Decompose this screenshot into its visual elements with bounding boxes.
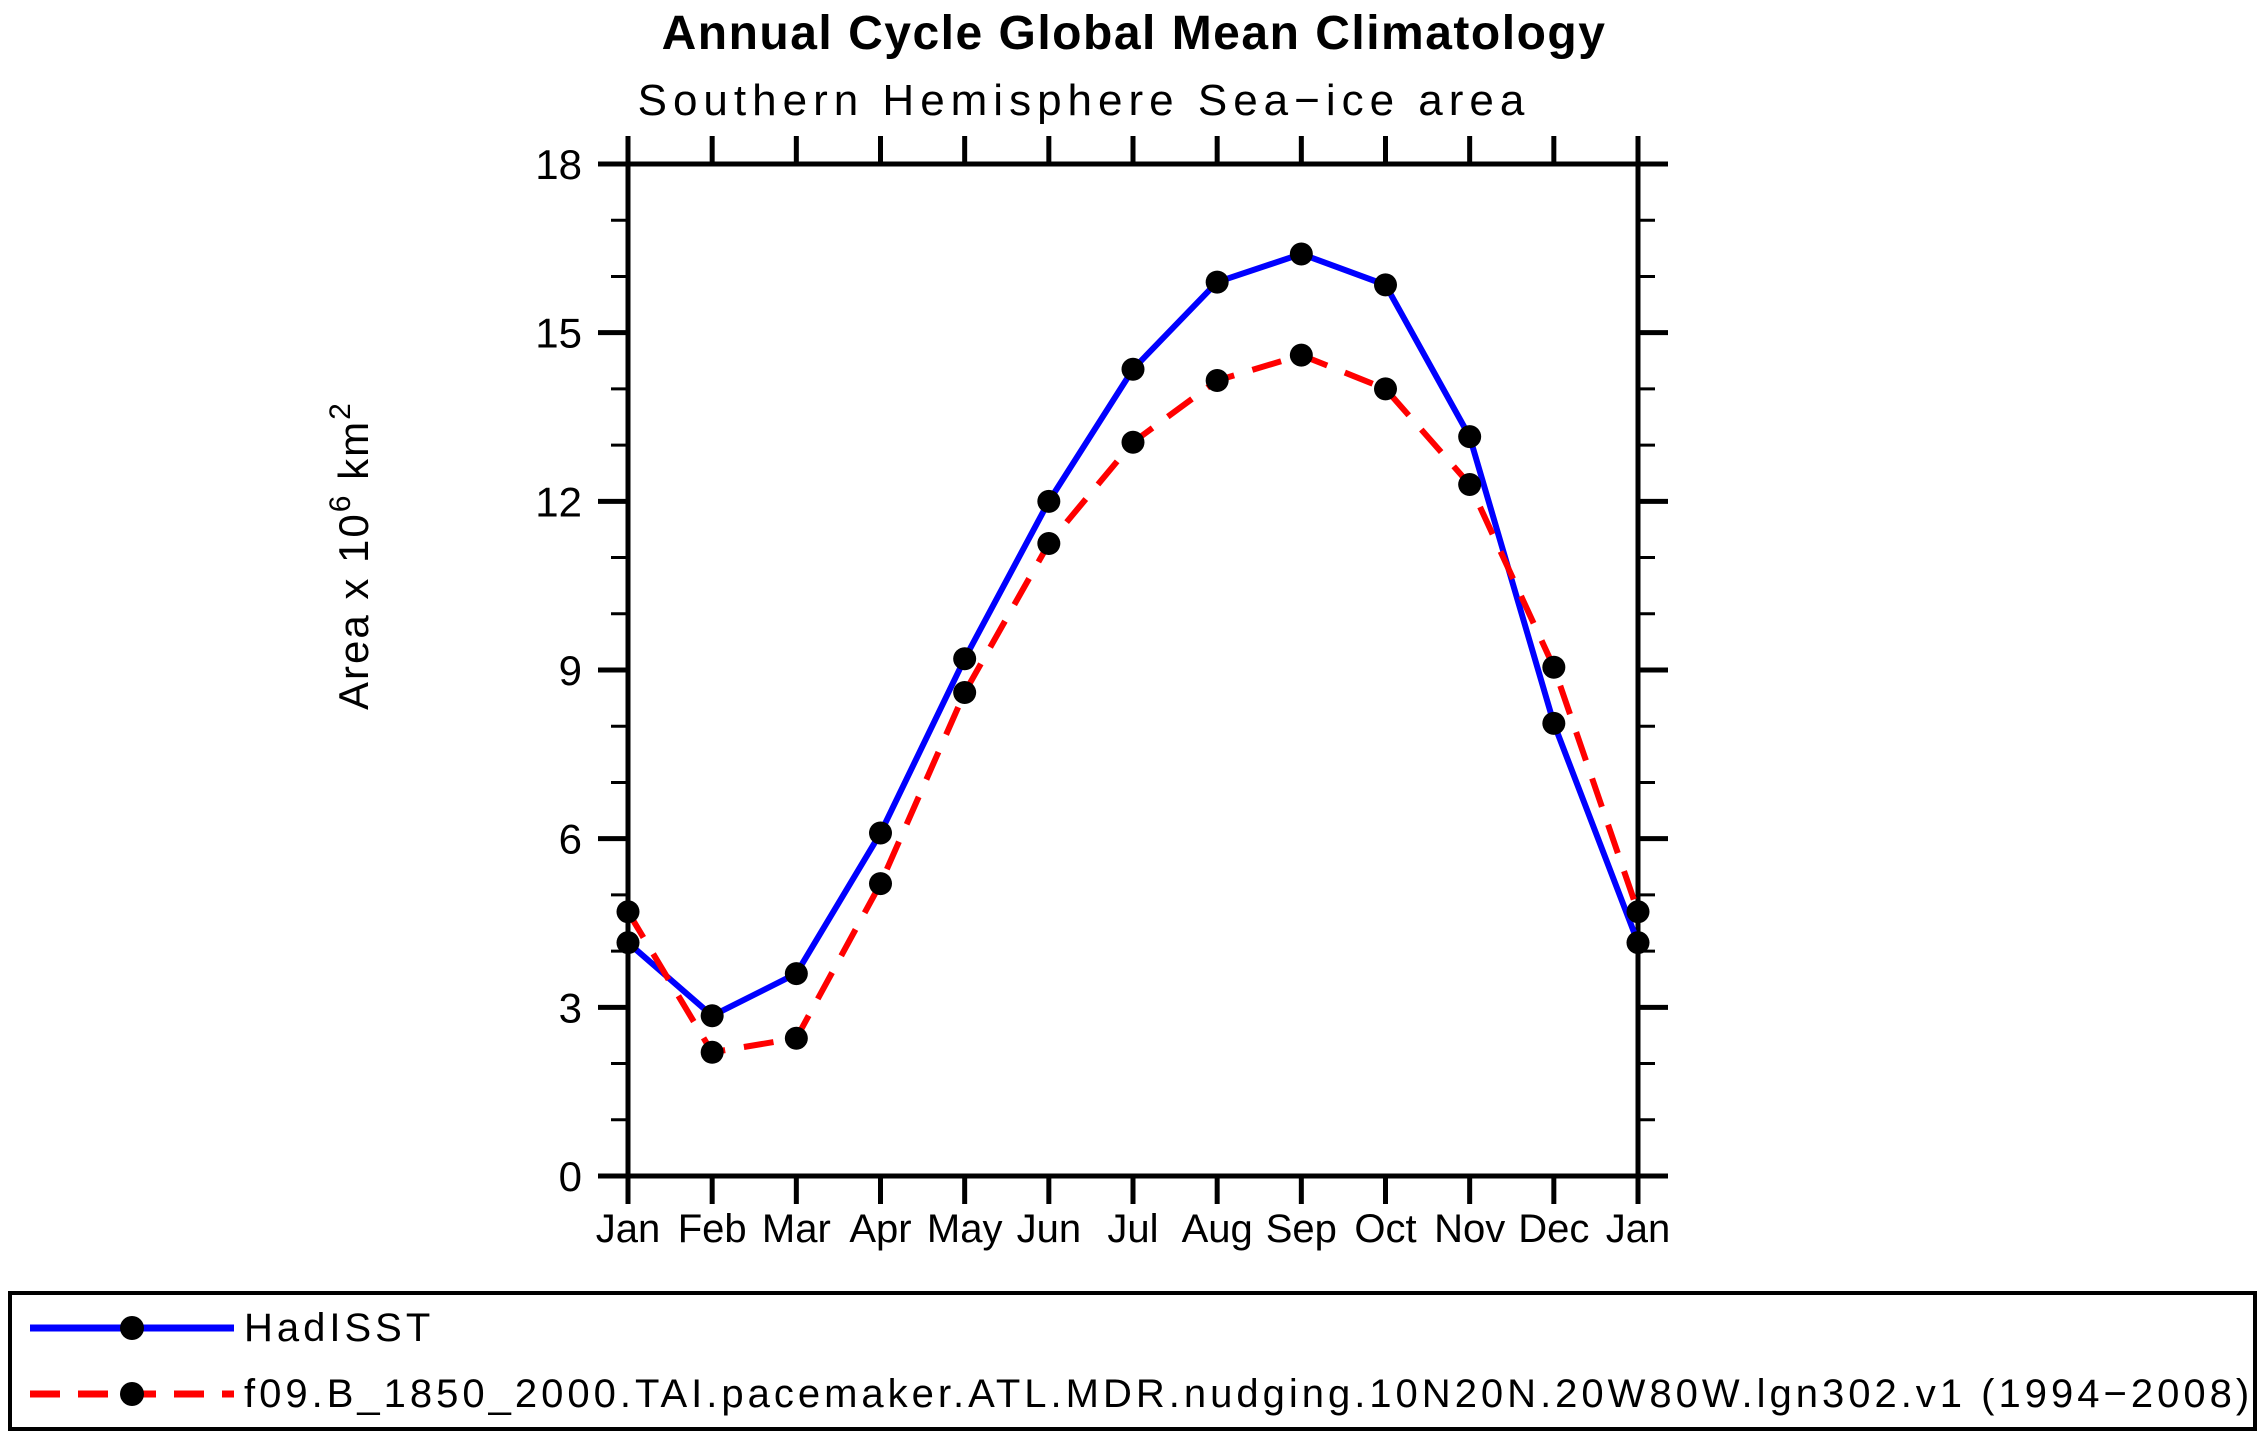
legend-marker-dot-icon [120,1382,144,1406]
data-point-marker [1626,900,1650,924]
data-point-marker [1037,489,1061,513]
y-axis-tick-label: 0 [559,1153,582,1200]
data-point-marker [869,872,892,896]
legend-row-hadisst: HadISST [12,1295,2253,1361]
y-axis-title: Area x 106 km2 [324,401,377,710]
x-axis-tick-label: Oct [1354,1207,1416,1251]
x-axis-tick-label: Apr [849,1207,911,1251]
y-axis-tick-label: 6 [559,816,582,863]
y-axis-tick-label: 15 [535,310,582,357]
x-axis-tick-label: Mar [762,1207,831,1251]
data-point-marker [1289,242,1313,266]
data-point-marker [1374,377,1397,401]
y-axis-tick-label: 3 [559,984,582,1031]
x-axis-tick-label: Feb [678,1207,747,1251]
x-axis-tick-label: Jun [1017,1207,1082,1251]
legend: HadISST f09.B_1850_2000.TAI.pacemaker.AT… [8,1291,2257,1431]
data-point-marker [784,1026,808,1050]
data-point-marker [1037,532,1061,555]
x-axis-tick-label: Sep [1266,1207,1337,1251]
plot-border [625,161,1641,1179]
data-point-marker [616,931,640,955]
series-line-model [625,352,1641,1056]
x-axis-tick-label: Jul [1107,1207,1158,1251]
data-point-marker [700,1004,724,1028]
data-point-marker [1542,711,1566,735]
data-point-marker [869,821,892,845]
data-point-marker [1205,270,1229,294]
data-point-marker [953,647,977,671]
y-axis-tick-label: 9 [559,647,582,694]
data-point-marker [1374,273,1397,297]
data-point-marker [953,680,977,704]
x-axis-tick-label: Jan [1606,1207,1671,1251]
chart-title: Annual Cycle Global Mean Climatology [661,7,1607,60]
legend-label-model: f09.B_1850_2000.TAI.pacemaker.ATL.MDR.nu… [244,1371,2254,1416]
legend-marker-dot-icon [120,1316,144,1340]
hadisst-line-sample-icon [30,1316,234,1340]
y-axis-tick-label: 18 [535,141,582,188]
data-point-marker [1542,655,1566,679]
data-point-marker [1205,368,1229,392]
y-axis-tick-label: 12 [535,478,582,525]
x-axis-tick-label: Nov [1434,1207,1505,1251]
x-axis-tick-label: Jan [596,1207,661,1251]
data-point-marker [784,962,808,986]
legend-row-model: f09.B_1850_2000.TAI.pacemaker.ATL.MDR.nu… [12,1361,2253,1427]
chart-subtitle: Southern Hemisphere Sea−ice area [637,76,1531,125]
data-point-marker [616,900,640,924]
model-line-sample-icon [30,1382,234,1406]
data-point-marker [1458,425,1482,449]
x-axis-tick-label: Aug [1182,1207,1253,1251]
data-point-marker [700,1040,724,1064]
data-point-marker [1121,357,1145,381]
legend-label-hadisst: HadISST [244,1305,435,1350]
data-point-marker [1289,343,1313,367]
x-axis-tick-label: May [927,1207,1003,1251]
data-point-marker [1121,430,1145,454]
data-point-marker [1458,472,1482,496]
x-axis-tick-label: Dec [1518,1207,1589,1251]
data-point-marker [1626,931,1650,955]
